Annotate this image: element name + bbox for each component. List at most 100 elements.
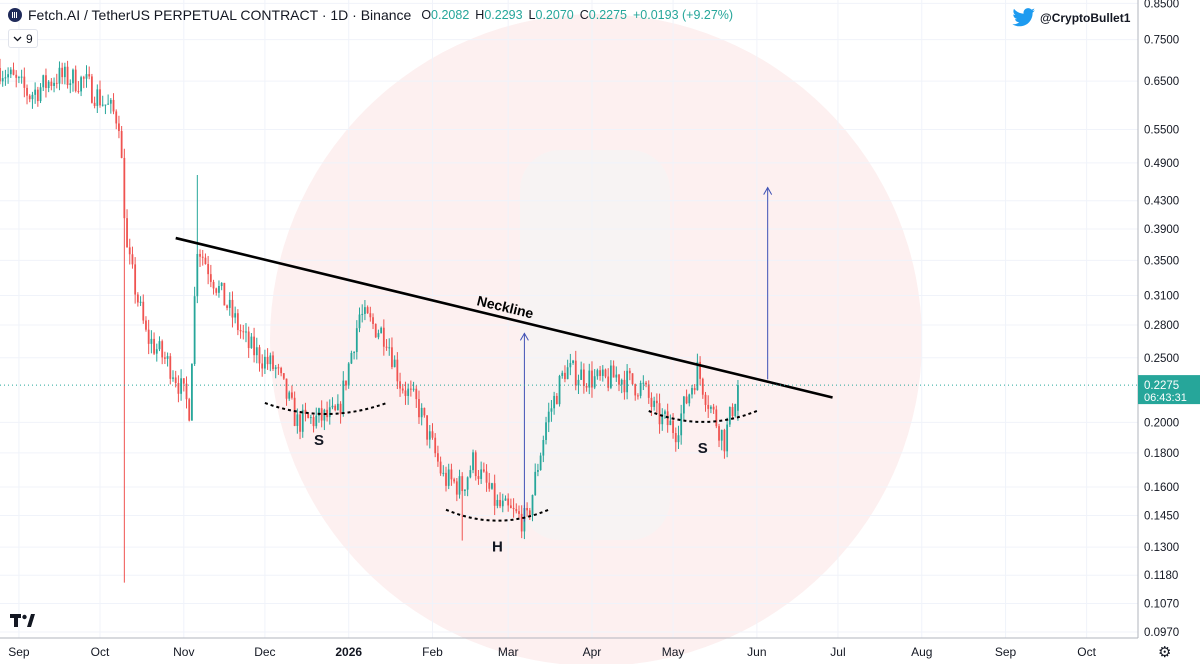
candle-body <box>345 380 347 386</box>
candle-body <box>15 74 18 78</box>
candle-body <box>88 74 91 77</box>
candle-body <box>61 67 64 78</box>
candle-body <box>128 247 131 255</box>
price-tick-label: 0.5500 <box>1144 124 1179 136</box>
candle-body <box>245 331 247 333</box>
candle-body <box>458 476 461 495</box>
candle-body <box>464 489 466 492</box>
candle-body <box>36 89 39 102</box>
indicators-toggle[interactable]: 9 <box>8 29 38 48</box>
candle-body <box>9 69 12 75</box>
candle-body <box>161 341 164 358</box>
candle-body <box>701 378 704 395</box>
candle-body <box>507 498 510 506</box>
candle-body <box>715 409 718 427</box>
candle-body <box>180 378 183 394</box>
price-tick-label: 0.6500 <box>1144 76 1179 88</box>
candle-body <box>558 375 561 405</box>
watermark-shape <box>520 150 670 540</box>
candle-body <box>431 431 434 438</box>
candle-body <box>177 383 180 394</box>
candle-body <box>250 336 253 349</box>
candle-body <box>261 363 264 369</box>
author-credit: @CryptoBullet1 <box>1012 8 1130 28</box>
candle-body <box>112 99 115 112</box>
candle-body <box>472 452 474 471</box>
pattern-label-0: S <box>314 432 324 449</box>
pattern-arc-0 <box>264 402 387 415</box>
price-tick-label: 0.1600 <box>1144 482 1179 494</box>
candle-body <box>145 320 147 330</box>
candle-body <box>55 82 58 84</box>
time-tick-label: Nov <box>173 645 194 659</box>
candle-body <box>482 469 485 472</box>
candle-body <box>285 378 288 399</box>
time-tick-label: Oct <box>91 645 110 659</box>
candle-body <box>531 495 534 516</box>
candle-body <box>593 376 596 388</box>
candle-body <box>509 505 512 508</box>
candle-body <box>209 274 212 282</box>
candle-body <box>28 95 31 100</box>
candle-body <box>582 369 585 387</box>
gear-icon[interactable]: ⚙ <box>1158 644 1172 661</box>
candle-body <box>31 94 34 100</box>
candle-body <box>182 378 185 384</box>
candle-body <box>434 437 437 454</box>
candle-body <box>585 386 588 388</box>
candle-body <box>326 409 328 418</box>
candle-body <box>501 500 504 507</box>
candle-body <box>307 413 310 418</box>
candle-body <box>315 415 318 427</box>
price-tick-label: 0.3500 <box>1144 255 1179 267</box>
candle-body <box>264 356 266 369</box>
candle-body <box>669 420 672 426</box>
candle-body <box>77 90 80 92</box>
candle-body <box>212 281 215 289</box>
candle-body <box>561 372 564 376</box>
candle-body <box>193 296 196 365</box>
time-tick-label: 2026 <box>335 645 362 659</box>
candle-body <box>599 370 601 376</box>
author-handle[interactable]: @CryptoBullet1 <box>1040 11 1131 25</box>
candle-body <box>564 372 566 380</box>
tradingview-logo-icon[interactable] <box>10 612 38 633</box>
candle-body <box>115 111 118 124</box>
candle-body <box>726 424 729 452</box>
candle-body <box>634 384 637 396</box>
price-tick-label: 0.4900 <box>1144 158 1179 170</box>
candle-body <box>50 81 53 86</box>
candle-body <box>555 395 558 405</box>
open-value: 0.2082 <box>431 8 470 22</box>
chart-header: Fetch.AI / TetherUS PERPETUAL CONTRACT ·… <box>8 6 733 24</box>
candle-body <box>134 264 137 295</box>
candle-body <box>374 323 377 338</box>
candle-body <box>515 509 518 512</box>
candle-body <box>96 89 99 106</box>
candle-body <box>328 407 331 418</box>
candle-body <box>266 356 269 365</box>
price-axis[interactable]: 0.8500 0.7500 0.6500 0.5500 0.4900 0.4300 0.39… <box>1137 0 1200 664</box>
candle-body <box>234 313 237 318</box>
candle-body <box>734 404 737 417</box>
candle-body <box>228 299 231 308</box>
time-axis[interactable]: Sep Oct Nov Dec 2026 Feb Mar Apr May Jun Jul Aug Sep… <box>0 637 1138 659</box>
candle-body <box>26 87 28 96</box>
candle-body <box>353 352 356 354</box>
candle-body <box>42 75 45 88</box>
candle-body <box>539 455 542 471</box>
candle-body <box>18 77 20 79</box>
time-tick-label: Mar <box>498 645 519 659</box>
symbol-title[interactable]: Fetch.AI / TetherUS PERPETUAL CONTRACT ·… <box>28 7 412 23</box>
price-axis-bg <box>1138 0 1200 664</box>
candle-body <box>7 74 10 78</box>
candle-body <box>658 403 661 425</box>
candle-body <box>407 388 410 396</box>
candle-body <box>323 409 326 421</box>
candle-body <box>69 83 72 85</box>
candle-body <box>409 388 412 390</box>
candle-body <box>723 429 726 452</box>
candle-body <box>58 67 61 84</box>
candle-body <box>609 365 612 388</box>
